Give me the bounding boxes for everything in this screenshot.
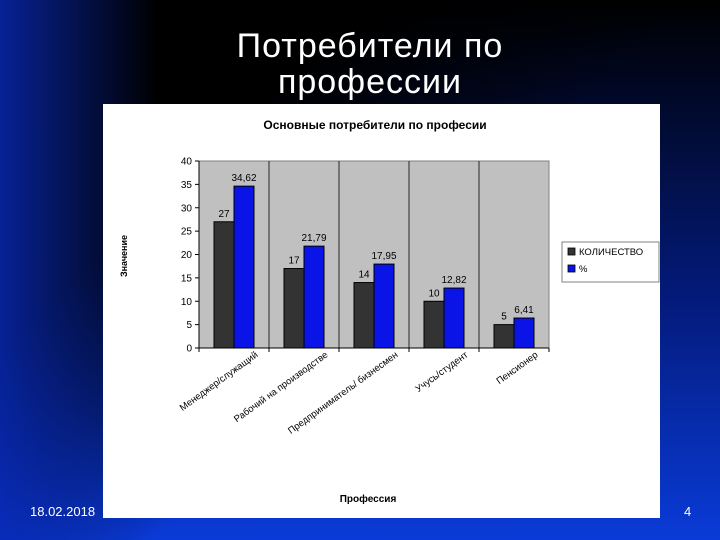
data-label: 12,82 <box>441 275 466 286</box>
data-label: 14 <box>358 270 370 281</box>
data-label: 34,62 <box>231 173 256 184</box>
grid-lines <box>268 161 480 348</box>
bar-count <box>423 300 445 349</box>
slide-title-line-2: профессии <box>277 63 463 101</box>
y-tick-label: 35 <box>181 180 193 191</box>
bar-percent <box>513 317 535 349</box>
slide-title-line-1: Потребители по <box>236 27 504 65</box>
y-tick-label: 15 <box>181 273 193 284</box>
slide-title: Потребители по профессии <box>180 28 560 100</box>
y-tick-label: 5 <box>186 320 192 331</box>
y-tick-label: 40 <box>181 157 193 168</box>
bar-percent <box>303 245 325 349</box>
y-tick-label: 0 <box>186 344 192 355</box>
data-label: 6,41 <box>514 305 534 316</box>
data-labels: 27 17 14 10 5 34,62 21,79 17,95 12,82 6,41 <box>218 173 534 322</box>
legend-box <box>561 241 660 283</box>
x-tick-label: Учусь/студент <box>414 349 471 395</box>
bar-count <box>493 324 515 349</box>
y-axis-label: Значение <box>119 235 129 277</box>
y-tick-label: 25 <box>181 227 193 238</box>
y-axis: 0 5 10 15 20 25 30 35 40 <box>181 157 200 355</box>
data-label: 10 <box>428 288 440 299</box>
data-label: 17,95 <box>371 251 396 262</box>
bar-count <box>353 282 375 349</box>
slide-page-number: 4 <box>684 504 692 519</box>
slide-date: 18.02.2018 <box>30 504 96 519</box>
data-label: 17 <box>288 256 300 267</box>
bar-percent <box>233 185 255 349</box>
x-tick-label: Предприниматель/ бизнесмен <box>286 350 400 437</box>
x-axis-label: Профессия <box>340 493 397 505</box>
bar-count <box>283 268 305 349</box>
y-tick-label: 20 <box>181 250 193 261</box>
y-tick-label: 10 <box>181 297 193 308</box>
legend-swatch <box>567 247 576 256</box>
bars <box>213 185 535 349</box>
legend: КОЛИЧЕСТВО% <box>561 241 660 283</box>
data-label: 27 <box>218 209 230 220</box>
legend-label: КОЛИЧЕСТВО <box>579 247 643 258</box>
bar-percent <box>443 287 465 349</box>
data-label: 5 <box>501 312 507 323</box>
chart-panel: Основные потребители по професии 27 17 14 1… <box>103 104 660 518</box>
x-tick-label: Пенсионер <box>495 350 541 387</box>
legend-swatch <box>567 264 576 273</box>
bar-percent <box>373 263 395 349</box>
legend-label: % <box>579 264 588 275</box>
bar-chart: Основные потребители по професии 2717141… <box>119 118 660 505</box>
data-label: 21,79 <box>301 233 326 244</box>
bar-count <box>213 221 235 349</box>
y-tick-label: 30 <box>181 203 193 214</box>
chart-title: Основные потребители по професии <box>263 118 486 132</box>
